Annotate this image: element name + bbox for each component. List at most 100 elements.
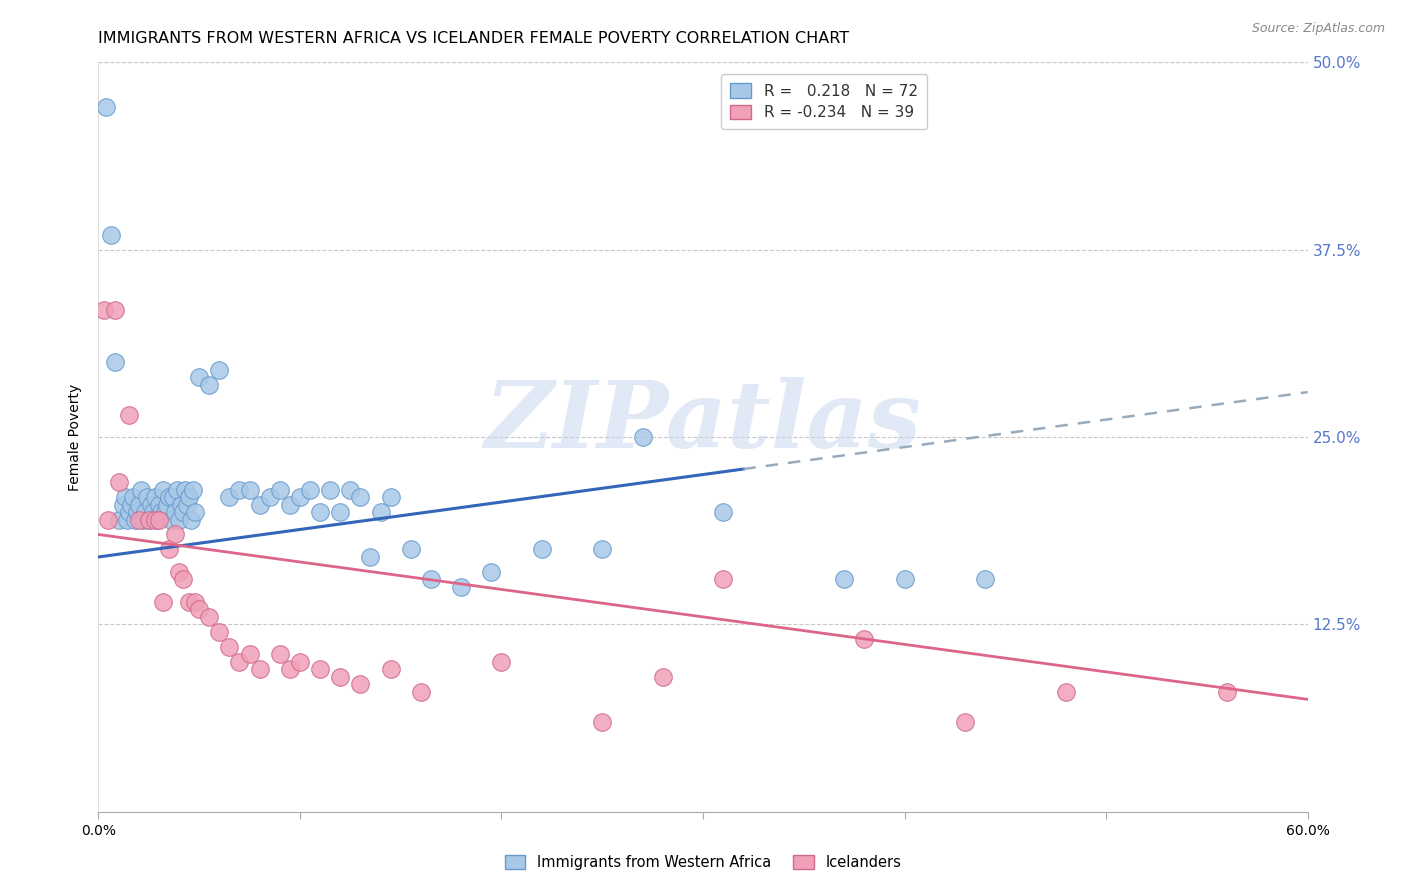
- Point: [278, 498, 301, 512]
- Point: [167, 565, 190, 579]
- Point: [409, 685, 432, 699]
- Point: [651, 670, 673, 684]
- Point: [228, 655, 250, 669]
- Point: [152, 595, 174, 609]
- Point: [172, 505, 194, 519]
- Point: [142, 505, 165, 519]
- Point: [329, 670, 352, 684]
- Point: [450, 580, 472, 594]
- Text: Source: ZipAtlas.com: Source: ZipAtlas.com: [1251, 22, 1385, 36]
- Point: [380, 490, 402, 504]
- Point: [349, 677, 371, 691]
- Point: [249, 662, 271, 676]
- Point: [218, 490, 240, 504]
- Point: [259, 490, 281, 504]
- Point: [115, 512, 138, 526]
- Point: [481, 565, 503, 579]
- Point: [239, 483, 262, 497]
- Point: [114, 490, 136, 504]
- Point: [180, 512, 202, 526]
- Point: [176, 498, 198, 512]
- Point: [124, 512, 146, 526]
- Point: [162, 490, 184, 504]
- Point: [208, 362, 231, 376]
- Point: [309, 505, 332, 519]
- Point: [399, 542, 422, 557]
- Point: [120, 498, 142, 512]
- Point: [103, 302, 125, 317]
- Point: [128, 498, 150, 512]
- Point: [172, 573, 194, 587]
- Point: [121, 490, 143, 504]
- Point: [163, 527, 186, 541]
- Point: [138, 512, 160, 526]
- Point: [93, 302, 115, 317]
- Point: [128, 512, 150, 526]
- Point: [111, 498, 134, 512]
- Point: [288, 655, 311, 669]
- Point: [97, 512, 120, 526]
- Point: [711, 505, 734, 519]
- Text: ZIPatlas: ZIPatlas: [485, 377, 921, 467]
- Point: [174, 483, 197, 497]
- Point: [269, 648, 291, 662]
- Point: [103, 355, 125, 369]
- Point: [107, 512, 129, 526]
- Point: [893, 573, 915, 587]
- Point: [146, 512, 169, 526]
- Point: [163, 505, 186, 519]
- Point: [370, 505, 392, 519]
- Point: [107, 475, 129, 489]
- Point: [299, 483, 322, 497]
- Point: [170, 498, 193, 512]
- Point: [134, 505, 156, 519]
- Legend: Immigrants from Western Africa, Icelanders: Immigrants from Western Africa, Icelande…: [499, 849, 907, 876]
- Point: [160, 512, 183, 526]
- Point: [218, 640, 240, 654]
- Point: [591, 542, 613, 557]
- Point: [184, 595, 207, 609]
- Point: [1054, 685, 1077, 699]
- Point: [96, 100, 118, 114]
- Point: [530, 542, 553, 557]
- Point: [149, 505, 172, 519]
- Point: [491, 655, 513, 669]
- Point: [198, 610, 221, 624]
- Point: [309, 662, 332, 676]
- Point: [1216, 685, 1239, 699]
- Point: [138, 512, 160, 526]
- Point: [184, 505, 207, 519]
- Point: [129, 483, 152, 497]
- Point: [198, 377, 221, 392]
- Legend: R =   0.218   N = 72, R = -0.234   N = 39: R = 0.218 N = 72, R = -0.234 N = 39: [721, 74, 927, 129]
- Point: [157, 542, 180, 557]
- Point: [380, 662, 402, 676]
- Point: [118, 408, 141, 422]
- Point: [239, 648, 262, 662]
- Point: [157, 490, 180, 504]
- Point: [591, 714, 613, 729]
- Point: [188, 370, 211, 384]
- Point: [953, 714, 976, 729]
- Point: [148, 512, 170, 526]
- Point: [339, 483, 361, 497]
- Point: [711, 573, 734, 587]
- Point: [181, 483, 204, 497]
- Point: [319, 483, 342, 497]
- Point: [143, 490, 166, 504]
- Point: [208, 624, 231, 639]
- Point: [153, 505, 176, 519]
- Y-axis label: Female Poverty: Female Poverty: [69, 384, 83, 491]
- Point: [166, 483, 188, 497]
- Point: [179, 595, 201, 609]
- Point: [974, 573, 997, 587]
- Point: [100, 227, 122, 242]
- Point: [167, 512, 190, 526]
- Point: [135, 490, 157, 504]
- Point: [228, 483, 250, 497]
- Point: [139, 498, 162, 512]
- Point: [179, 490, 201, 504]
- Point: [118, 505, 141, 519]
- Point: [360, 549, 382, 564]
- Point: [125, 505, 148, 519]
